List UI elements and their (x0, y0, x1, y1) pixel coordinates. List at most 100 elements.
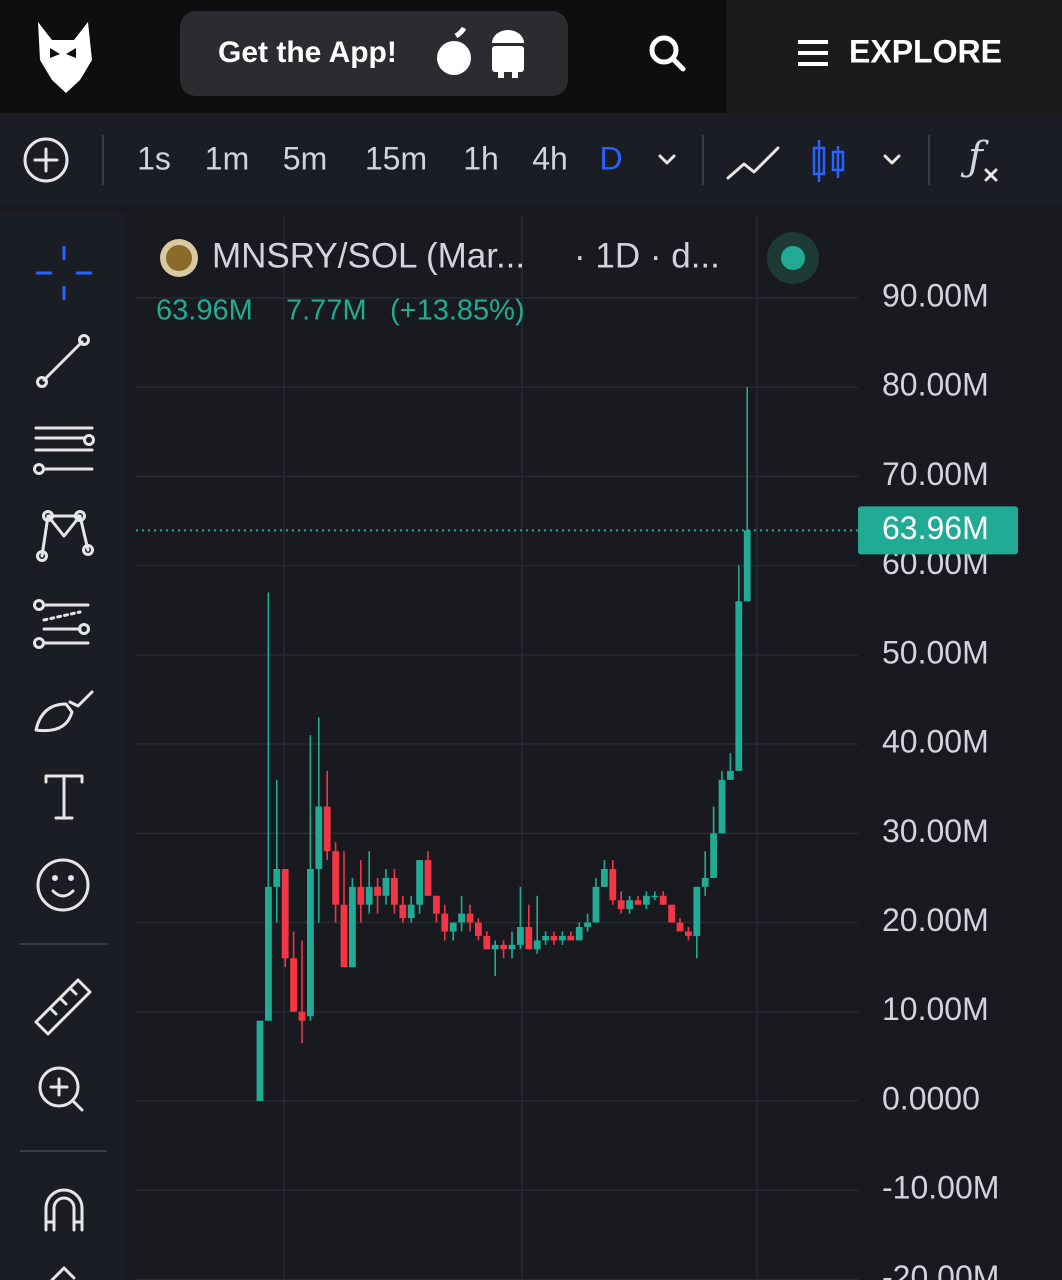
candle-body (483, 935, 491, 950)
interval-button[interactable]: 1s (137, 140, 171, 176)
candle-body (323, 806, 331, 852)
price-axis: 90.00M80.00M70.00M60.00M50.00M40.00M30.0… (858, 277, 1018, 1280)
status-dot (781, 246, 805, 270)
candle-body (693, 886, 701, 936)
legend: MNSRY/SOL (Mar... · 1D · d... 63.96M 7.7… (156, 232, 819, 327)
candle-body (290, 958, 297, 1012)
candle-body (634, 900, 642, 905)
y-tick-label: 10.00M (882, 991, 989, 1027)
indicators-icon-x (984, 168, 998, 182)
legend-last: 63.96M (156, 295, 253, 327)
crosshair-icon[interactable] (36, 246, 92, 300)
legend-change: 7.77M (286, 295, 367, 327)
candle-body (592, 886, 600, 923)
y-tick-label: 40.00M (882, 724, 989, 760)
candle-body (466, 913, 474, 923)
candle-body (458, 913, 465, 923)
candle-body (391, 877, 398, 905)
interval-dropdown[interactable] (658, 154, 676, 165)
candle-body (349, 886, 356, 968)
menu-icon[interactable] (798, 40, 828, 66)
candle-body (609, 869, 617, 901)
interval-button[interactable]: 4h (532, 140, 568, 176)
zoom-icon[interactable] (38, 1066, 84, 1112)
candle-body (550, 935, 558, 941)
chart-pane (136, 215, 1062, 1280)
lock-icon[interactable] (50, 1266, 76, 1280)
search-icon[interactable] (649, 35, 686, 72)
candle-body (584, 922, 591, 928)
candle-body (374, 886, 381, 896)
emoji-icon[interactable] (36, 858, 90, 912)
last-price-tag (858, 506, 1018, 555)
android-icon (492, 30, 524, 78)
y-tick-label: 70.00M (882, 456, 989, 492)
interval-group: 1s 1m 5m 15m 1h 4h D (137, 140, 622, 176)
candle-body (365, 886, 373, 905)
explore-label[interactable]: EXPLORE (849, 33, 1002, 69)
candle-body (533, 940, 541, 950)
candles (136, 387, 858, 1102)
candle-body (407, 904, 415, 919)
token-icon-inner (166, 245, 192, 271)
line-chart-icon[interactable] (726, 146, 780, 180)
candle-body (433, 895, 440, 914)
pattern-icon[interactable] (36, 510, 94, 562)
grid (136, 297, 858, 1280)
candle-body (676, 922, 684, 932)
y-tick-label: 30.00M (882, 813, 989, 849)
y-tick-label: 0.0000 (882, 1080, 980, 1116)
legend-change-pct: (+13.85%) (390, 295, 525, 327)
get-app-label: Get the App! (218, 36, 397, 69)
candle-body (525, 927, 533, 950)
candle-body (357, 886, 365, 905)
candle-body (475, 922, 482, 936)
add-symbol-icon[interactable] (23, 137, 69, 183)
candle-body (315, 806, 323, 870)
logo[interactable] (38, 22, 92, 93)
fib-icon[interactable] (33, 426, 95, 475)
interval-button[interactable]: 1h (463, 140, 499, 176)
candle-body (273, 869, 281, 887)
magnet-icon[interactable] (44, 1188, 84, 1232)
candle-body (617, 900, 625, 910)
explore-area[interactable] (726, 0, 1062, 113)
chart-type-dropdown[interactable] (883, 154, 901, 165)
text-icon[interactable] (44, 774, 84, 820)
projection-icon[interactable] (33, 599, 90, 649)
y-tick-label: 90.00M (882, 277, 989, 313)
candle-body (298, 1011, 306, 1021)
interval-button[interactable]: 5m (283, 140, 327, 176)
y-tick-label: 80.00M (882, 367, 989, 403)
candle-body (567, 935, 575, 941)
brush-icon[interactable] (34, 690, 94, 733)
candle-body (735, 601, 743, 771)
candle-body (416, 860, 423, 905)
candle-body (340, 904, 348, 968)
ruler-icon[interactable] (34, 978, 92, 1036)
y-tick-label: 20.00M (882, 902, 989, 938)
candle-body (265, 886, 272, 1021)
candle-body (718, 779, 726, 834)
candle-body (668, 904, 675, 923)
trend-line-icon[interactable] (36, 334, 90, 388)
last-price-label: 63.96M (882, 510, 989, 546)
get-app-button[interactable] (180, 11, 568, 96)
candle-body (424, 860, 432, 896)
candle-body (382, 877, 390, 896)
candle-body (659, 895, 667, 905)
interval-button[interactable]: 15m (365, 140, 427, 176)
y-tick-label: -20.00M (882, 1259, 999, 1280)
candle-body (307, 869, 314, 1017)
candle-body (332, 851, 339, 905)
interval-button[interactable]: 1m (205, 140, 249, 176)
candle-body (575, 927, 583, 941)
candle-body (685, 931, 692, 936)
candle-body (743, 530, 751, 602)
toolbar (0, 113, 1062, 205)
candle-chart-icon[interactable] (812, 140, 845, 182)
candle-body (399, 904, 407, 919)
interval-button[interactable]: D (599, 140, 622, 176)
